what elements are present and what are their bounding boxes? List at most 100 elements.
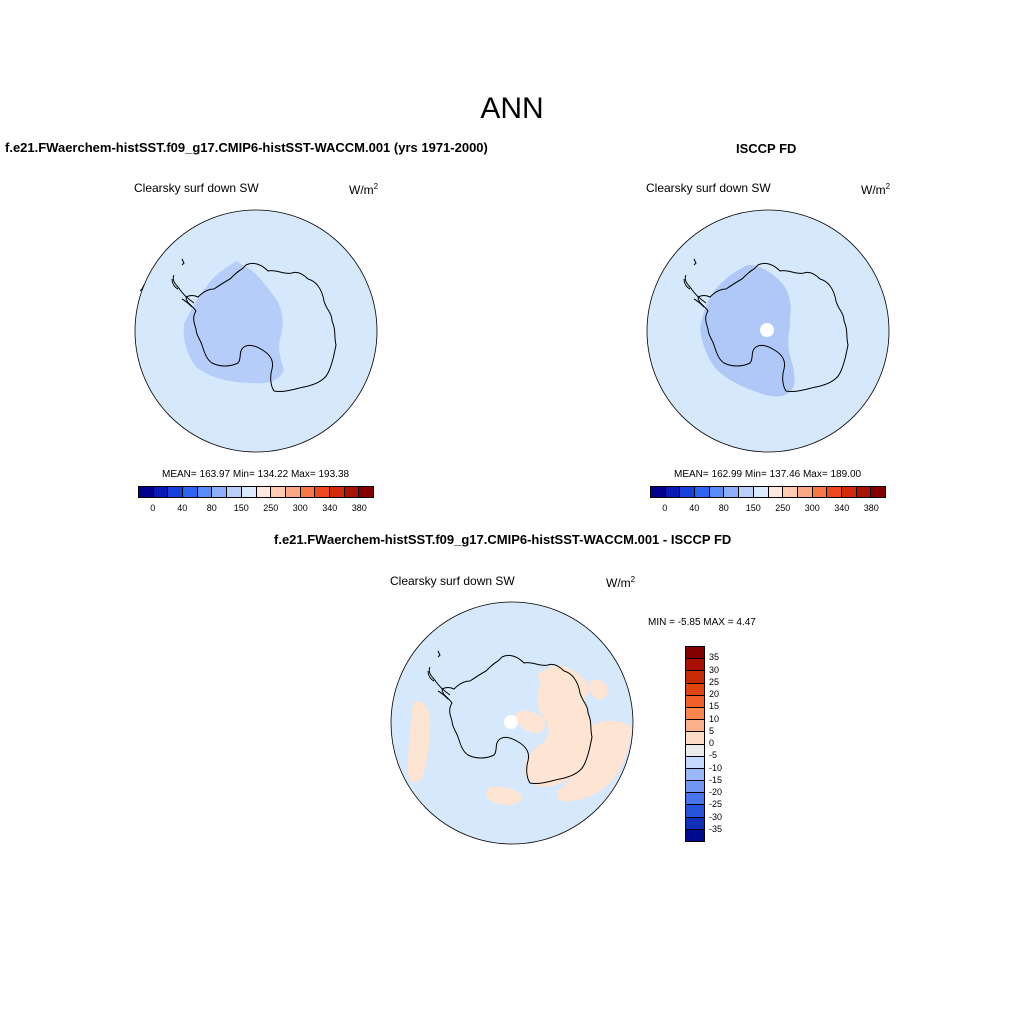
diff-panel-title: f.e21.FWaerchem-histSST.f09_g17.CMIP6-hi…: [274, 532, 732, 547]
model-colorbar-tick-label: 80: [206, 503, 217, 513]
obs-colorbar-swatch: [753, 487, 769, 497]
model-colorbar-swatch: [153, 487, 169, 497]
diff-polar-map: [390, 601, 634, 845]
diff-colorbar-tick-label: -25: [709, 799, 723, 810]
diff-south-america-tip: [437, 650, 441, 658]
diff-colorbar-swatch: [686, 744, 704, 757]
obs-colorbar-swatch: [695, 487, 710, 497]
obs-colorbar-swatch: [812, 487, 828, 497]
model-colorbar-swatch: [139, 487, 154, 497]
diff-colorbar-swatch: [686, 756, 704, 769]
obs-colorbar-tick-label: 250: [775, 503, 791, 513]
diff-colorbar-tick-label: -20: [709, 787, 723, 797]
diff-stats: MIN = -5.85 MAX = 4.47: [648, 617, 756, 628]
diff-colorbar-tick-label: 0: [709, 738, 715, 748]
diff-units-label: W/m2: [606, 575, 636, 590]
model-variable-label: Clearsky surf down SW: [134, 181, 259, 195]
obs-colorbar-tick-label: 0: [662, 503, 668, 513]
model-colorbar-swatch: [285, 487, 301, 497]
obs-colorbar-ticks: 0 40 80 150 250 300 340 380: [650, 503, 886, 515]
obs-colorbar-tick-label: 380: [863, 503, 879, 513]
diff-colorbar-tick-label: 15: [709, 701, 720, 712]
diff-colorbar-swatch: [686, 707, 704, 721]
model-colorbar-swatch: [315, 487, 330, 497]
model-colorbar-swatch: [300, 487, 316, 497]
diff-positive-region-sw: [486, 786, 523, 805]
diff-colorbar-swatch: [686, 781, 704, 794]
diff-colorbar-swatch: [686, 659, 704, 672]
diff-colorbar-tick-label: -15: [709, 774, 723, 785]
model-colorbar-swatch: [197, 487, 213, 497]
model-units-label: W/m2: [349, 182, 379, 197]
model-colorbar-tick-label: 150: [233, 503, 249, 513]
diff-colorbar-tick-label: 5: [709, 725, 715, 736]
obs-colorbar-swatch: [841, 487, 857, 497]
model-colorbar-swatch: [344, 487, 360, 497]
model-stats: MEAN= 163.97 Min= 134.22 Max= 193.38: [162, 469, 350, 480]
diff-colorbar-tick-label: 30: [709, 664, 720, 675]
obs-colorbar-swatch: [680, 487, 696, 497]
diff-positive-region-tr: [589, 679, 608, 700]
model-colorbar-tick-label: 250: [263, 503, 279, 513]
diff-positive-region-east: [524, 673, 592, 787]
model-colorbar-swatch: [271, 487, 286, 497]
model-colorbar: [138, 486, 374, 498]
obs-stats: MEAN= 162.99 Min= 137.46 Max= 189.00: [674, 469, 862, 480]
main-title: ANN: [480, 92, 544, 125]
diff-positive-region-ne: [538, 665, 590, 699]
diff-pole-hole: [504, 715, 518, 729]
model-colorbar-swatch: [359, 487, 373, 497]
obs-colorbar-swatch: [856, 487, 872, 497]
model-colorbar-swatch: [168, 487, 184, 497]
diff-colorbar-tick-label: 25: [709, 676, 720, 687]
model-polar-map: [134, 209, 378, 453]
obs-colorbar-tick-label: 40: [689, 503, 700, 513]
diff-colorbar-ticks: 35 30 25 20 15 10 5 0 -5 -10 -15 -20 -25 -30 -35: [709, 646, 749, 842]
diff-colorbar-swatch: [686, 793, 704, 806]
model-colorbar-swatch: [212, 487, 228, 497]
obs-colorbar-swatch: [739, 487, 754, 497]
model-colorbar-swatch: [183, 487, 198, 497]
diff-antarctica-coastline: [441, 654, 593, 784]
obs-colorbar-tick-label: 300: [804, 503, 820, 513]
diff-colorbar-tick-label: -5: [709, 750, 718, 761]
obs-colorbar-swatch: [709, 487, 725, 497]
model-colorbar-swatch: [227, 487, 242, 497]
model-colorbar-swatch: [329, 487, 345, 497]
obs-colorbar-swatch: [724, 487, 740, 497]
diff-colorbar-tick-label: 20: [709, 689, 720, 699]
model-colorbar-swatch: [241, 487, 257, 497]
diff-colorbar-swatch: [686, 647, 704, 660]
obs-pole-hole: [760, 323, 774, 337]
obs-colorbar-swatch: [768, 487, 784, 497]
diff-colorbar-swatch: [686, 829, 704, 841]
obs-west-antarctica-field: [700, 265, 795, 397]
diff-colorbar-swatch: [686, 683, 704, 696]
model-colorbar-tick-label: 340: [322, 503, 338, 513]
obs-units-label: W/m2: [861, 182, 891, 197]
model-colorbar-tick-label: 40: [177, 503, 188, 513]
model-peninsula-coastline: [171, 274, 195, 308]
diff-colorbar-swatch: [686, 732, 704, 745]
obs-colorbar-tick-label: 80: [718, 503, 729, 513]
diff-colorbar-tick-label: 35: [709, 652, 720, 663]
obs-peninsula-coastline: [683, 274, 707, 308]
obs-colorbar-swatch: [665, 487, 681, 497]
obs-colorbar-swatch: [651, 487, 666, 497]
diff-peninsula-coastline: [427, 666, 451, 700]
diff-colorbar-swatch: [686, 695, 704, 708]
diff-colorbar-swatch: [686, 720, 704, 733]
model-colorbar-tick-label: 0: [150, 503, 156, 513]
diff-positive-region-right: [556, 720, 632, 802]
obs-colorbar-swatch: [827, 487, 842, 497]
obs-panel-title: ISCCP FD: [736, 141, 797, 156]
obs-colorbar-swatch: [871, 487, 885, 497]
model-antarctica-coastline: [185, 262, 337, 392]
diff-variable-label: Clearsky surf down SW: [390, 574, 515, 588]
model-south-america-tip: [181, 258, 185, 266]
obs-south-america-tip: [693, 258, 697, 266]
diff-colorbar-swatch: [686, 817, 704, 830]
obs-colorbar-tick-label: 150: [745, 503, 761, 513]
model-west-antarctica-field: [183, 261, 284, 384]
diff-colorbar-swatch: [686, 768, 704, 782]
